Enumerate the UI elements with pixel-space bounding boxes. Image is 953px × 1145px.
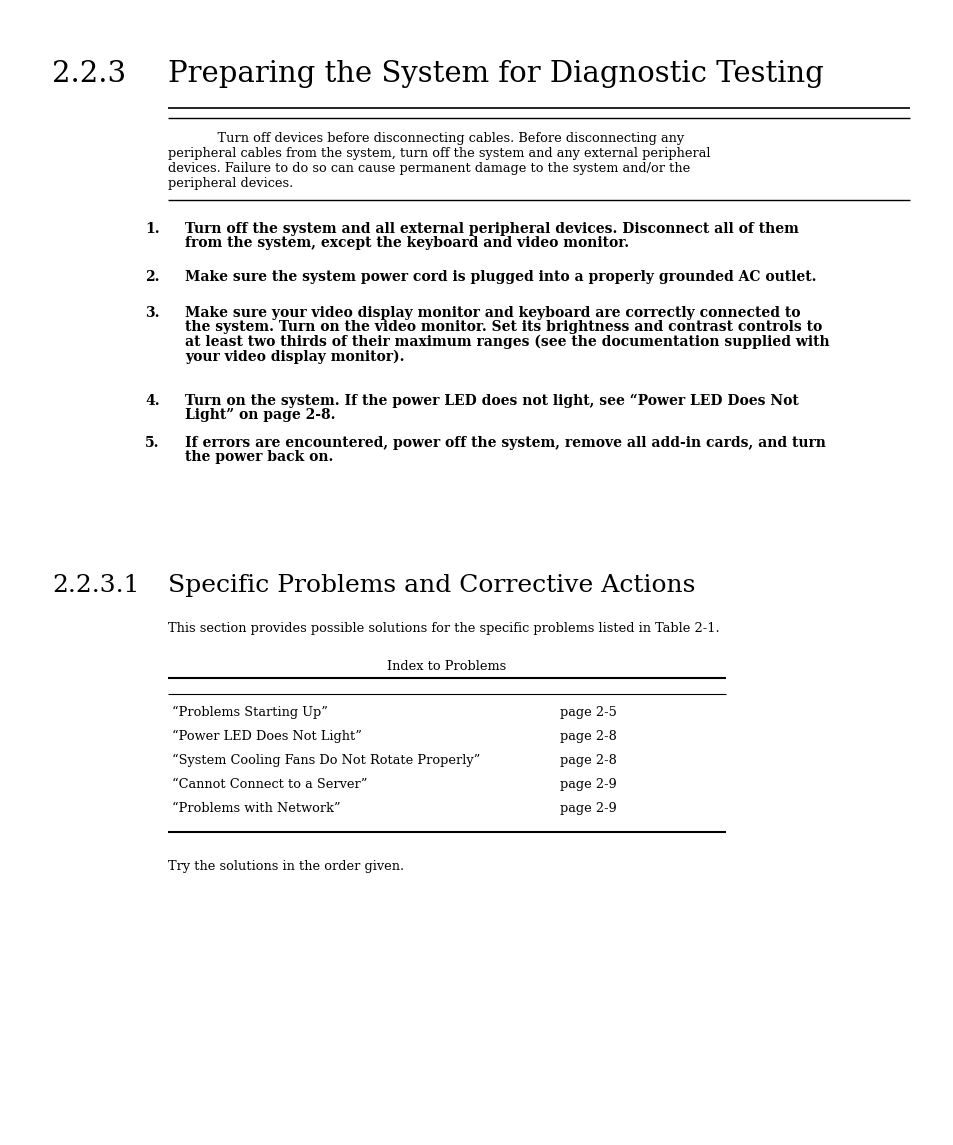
Text: 5.: 5. [145, 436, 159, 450]
Text: the system. Turn on the video monitor. Set its brightness and contrast controls : the system. Turn on the video monitor. S… [185, 321, 821, 334]
Text: page 2-5: page 2-5 [559, 706, 617, 719]
Text: at least two thirds of their maximum ranges (see the documentation supplied with: at least two thirds of their maximum ran… [185, 335, 829, 349]
Text: If errors are encountered, power off the system, remove all add-in cards, and tu: If errors are encountered, power off the… [185, 436, 825, 450]
Text: Make sure the system power cord is plugged into a properly grounded AC outlet.: Make sure the system power cord is plugg… [185, 270, 816, 284]
Text: peripheral devices.: peripheral devices. [168, 177, 293, 190]
Text: page 2-9: page 2-9 [559, 802, 616, 815]
Text: Make sure your video display monitor and keyboard are correctly connected to: Make sure your video display monitor and… [185, 306, 800, 319]
Text: from the system, except the keyboard and video monitor.: from the system, except the keyboard and… [185, 237, 628, 251]
Text: Specific Problems and Corrective Actions: Specific Problems and Corrective Actions [168, 574, 695, 597]
Text: “Problems Starting Up”: “Problems Starting Up” [172, 706, 328, 719]
Text: page 2-9: page 2-9 [559, 777, 616, 791]
Text: 2.2.3: 2.2.3 [52, 60, 126, 88]
Text: 1.: 1. [145, 222, 159, 236]
Text: 4.: 4. [145, 394, 159, 408]
Text: page 2-8: page 2-8 [559, 755, 617, 767]
Text: Preparing the System for Diagnostic Testing: Preparing the System for Diagnostic Test… [168, 60, 822, 88]
Text: peripheral cables from the system, turn off the system and any external peripher: peripheral cables from the system, turn … [168, 147, 710, 160]
Text: This section provides possible solutions for the specific problems listed in Tab: This section provides possible solutions… [168, 622, 719, 635]
Text: Turn off devices before disconnecting cables. Before disconnecting any: Turn off devices before disconnecting ca… [168, 132, 683, 145]
Text: “Problems with Network”: “Problems with Network” [172, 802, 340, 815]
Text: “Cannot Connect to a Server”: “Cannot Connect to a Server” [172, 777, 367, 791]
Text: page 2-8: page 2-8 [559, 731, 617, 743]
Text: Turn off the system and all external peripheral devices. Disconnect all of them: Turn off the system and all external per… [185, 222, 798, 236]
Text: “System Cooling Fans Do Not Rotate Properly”: “System Cooling Fans Do Not Rotate Prope… [172, 755, 479, 767]
Text: Turn on the system. If the power LED does not light, see “Power LED Does Not: Turn on the system. If the power LED doe… [185, 394, 798, 409]
Text: 3.: 3. [145, 306, 159, 319]
Text: Try the solutions in the order given.: Try the solutions in the order given. [168, 860, 404, 872]
Text: 2.2.3.1: 2.2.3.1 [52, 574, 139, 597]
Text: 2.: 2. [145, 270, 159, 284]
Text: your video display monitor).: your video display monitor). [185, 349, 404, 364]
Text: devices. Failure to do so can cause permanent damage to the system and/or the: devices. Failure to do so can cause perm… [168, 161, 690, 175]
Text: Index to Problems: Index to Problems [387, 660, 506, 673]
Text: “Power LED Does Not Light”: “Power LED Does Not Light” [172, 731, 361, 743]
Text: the power back on.: the power back on. [185, 450, 333, 465]
Text: Light” on page 2-8.: Light” on page 2-8. [185, 409, 335, 423]
